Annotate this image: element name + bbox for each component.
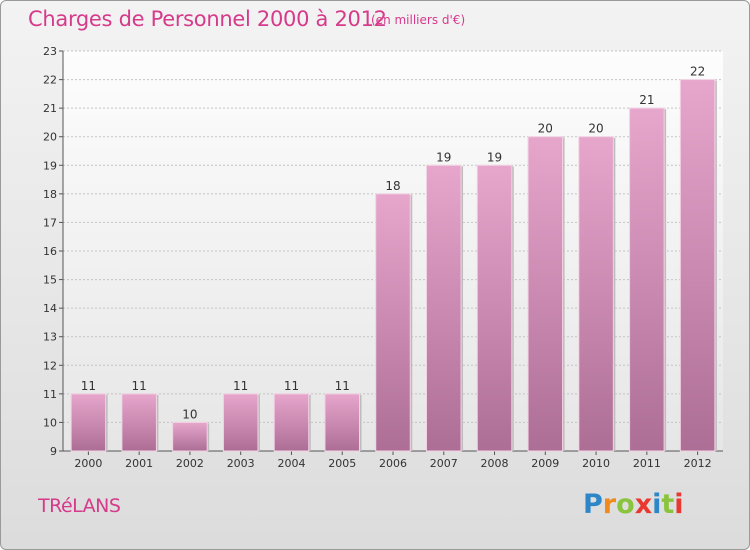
bar bbox=[172, 421, 208, 452]
y-tick-label: 11 bbox=[43, 388, 57, 401]
x-tick-label: 2004 bbox=[277, 457, 305, 470]
x-tick-label: 2005 bbox=[328, 457, 356, 470]
y-tick-label: 9 bbox=[50, 445, 57, 458]
bar bbox=[222, 393, 259, 452]
bar bbox=[629, 107, 665, 452]
data-label: 22 bbox=[690, 65, 705, 79]
chart-title: Charges de Personnel 2000 à 2012 bbox=[28, 7, 387, 31]
y-tick-label: 17 bbox=[43, 216, 57, 229]
data-label: 11 bbox=[132, 379, 147, 393]
bar bbox=[324, 393, 360, 452]
bar bbox=[70, 393, 107, 452]
y-tick-label: 16 bbox=[43, 245, 57, 258]
y-tick-label: 19 bbox=[43, 159, 57, 172]
y-tick-label: 14 bbox=[43, 302, 57, 315]
y-tick-label: 12 bbox=[43, 359, 57, 372]
proxiti-logo: Proxiti bbox=[583, 489, 684, 520]
labels: 11 11 10 11 11 11 18 19 19 20 20 21 22 bbox=[81, 65, 706, 422]
x-tick-label: 2009 bbox=[531, 457, 559, 470]
y-tick-label: 23 bbox=[43, 45, 57, 58]
data-label: 11 bbox=[284, 379, 299, 393]
bar bbox=[578, 136, 614, 452]
y-tick-label: 20 bbox=[43, 131, 57, 144]
x-tick-label: 2007 bbox=[430, 457, 458, 470]
x-tick-label: 2006 bbox=[379, 457, 407, 470]
x-tick-label: 2011 bbox=[633, 457, 661, 470]
y-tick-label: 21 bbox=[43, 102, 57, 115]
data-label: 20 bbox=[538, 122, 553, 136]
bar bbox=[426, 164, 462, 452]
bar bbox=[375, 193, 411, 452]
commune-name: TRéLANS bbox=[38, 495, 121, 517]
y-tick-label: 15 bbox=[43, 274, 57, 287]
x-tick-label: 2010 bbox=[582, 457, 610, 470]
y-tick-label: 22 bbox=[43, 74, 57, 87]
x-tick-label: 2001 bbox=[125, 457, 153, 470]
bar bbox=[679, 79, 716, 452]
data-label: 11 bbox=[81, 379, 96, 393]
data-label: 10 bbox=[182, 407, 197, 421]
bar bbox=[527, 136, 564, 452]
gridlines bbox=[63, 50, 723, 452]
x-tick-label: 2003 bbox=[227, 457, 255, 470]
x-tick-label: 2002 bbox=[176, 457, 204, 470]
bar bbox=[273, 393, 310, 452]
bar bbox=[121, 393, 157, 452]
y-tick-label: 10 bbox=[43, 416, 57, 429]
data-label: 19 bbox=[436, 150, 451, 164]
data-label: 11 bbox=[233, 379, 248, 393]
data-label: 20 bbox=[588, 122, 603, 136]
x-tick-label: 2008 bbox=[481, 457, 509, 470]
data-label: 18 bbox=[385, 179, 400, 193]
bar bbox=[476, 164, 513, 452]
bars bbox=[70, 79, 717, 452]
data-label: 11 bbox=[335, 379, 350, 393]
data-label: 21 bbox=[639, 93, 654, 107]
data-label: 19 bbox=[487, 150, 502, 164]
y-tick-label: 13 bbox=[43, 331, 57, 344]
x-tick-label: 2012 bbox=[684, 457, 712, 470]
chart-unit-note: (en milliers d'€) bbox=[371, 13, 466, 27]
axes: 9 10 11 12 13 14 15 16 17 18 19 20 21 22 23 2000 2001 200… bbox=[43, 45, 723, 470]
x-tick-label: 2000 bbox=[74, 457, 102, 470]
y-tick-label: 18 bbox=[43, 188, 57, 201]
